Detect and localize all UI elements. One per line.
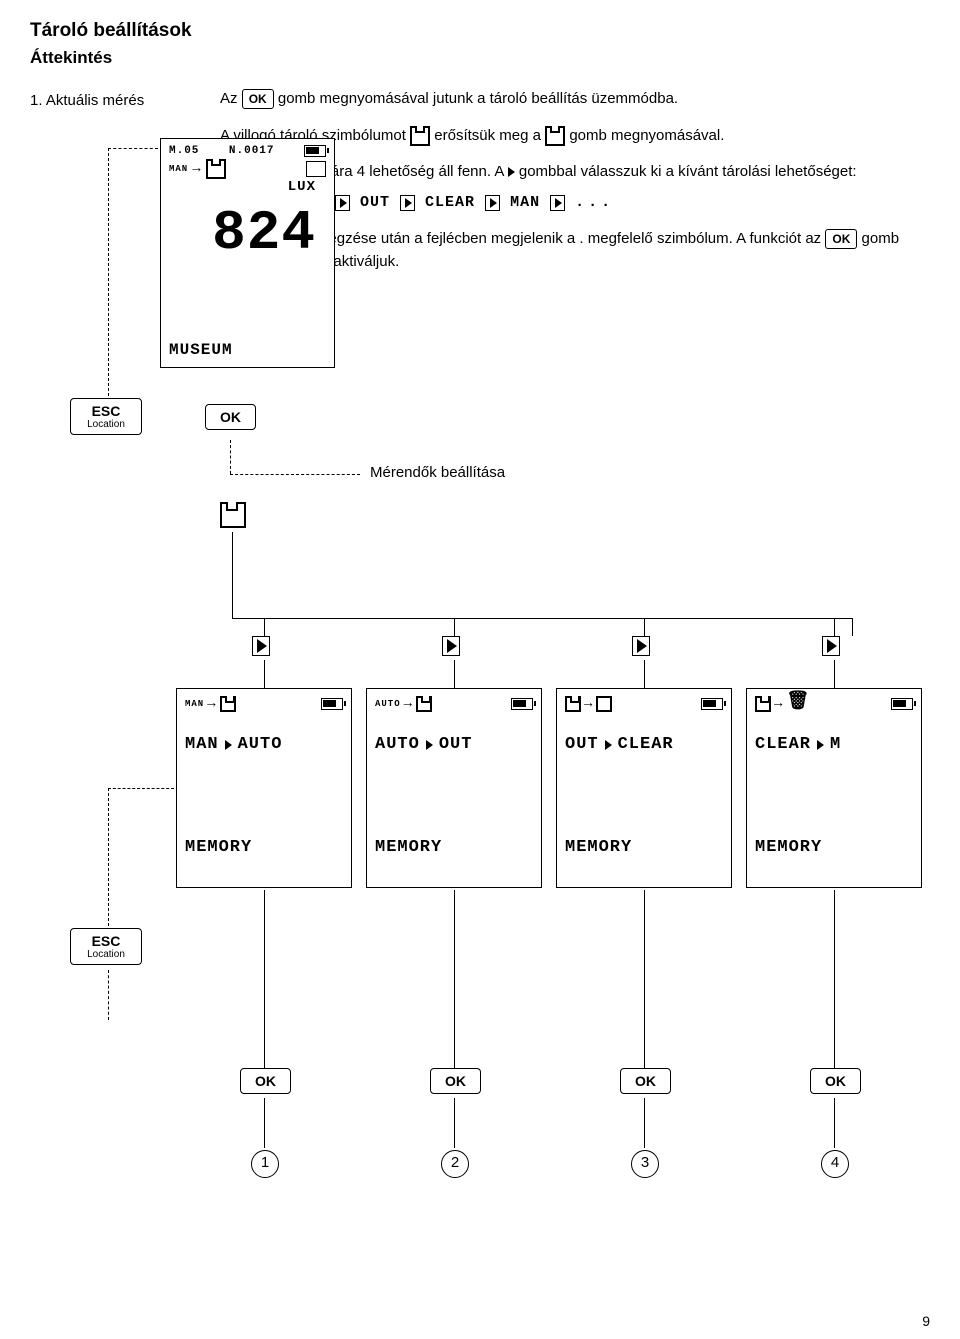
p2c: gomb megnyomásával. xyxy=(569,127,724,144)
mode-b: M xyxy=(830,735,841,754)
play-icon xyxy=(550,195,565,211)
ok-icon-inline-2: OK xyxy=(825,229,857,249)
save-icon-inline-1 xyxy=(410,126,430,146)
play-icon xyxy=(225,740,232,750)
esc-location-button[interactable]: ESC Location xyxy=(70,398,142,435)
print-icon xyxy=(306,161,326,177)
circle-4: 4 xyxy=(821,1150,849,1178)
page-title: Tároló beállítások xyxy=(30,20,930,42)
m-value: M.05 xyxy=(169,145,199,157)
tag: AUTO xyxy=(375,699,401,709)
play-branch-2[interactable] xyxy=(442,636,460,656)
mode-b: CLEAR xyxy=(618,735,674,754)
memory-label: MEMORY xyxy=(565,838,632,857)
mode-a: AUTO xyxy=(375,735,420,754)
play-branch-4[interactable] xyxy=(822,636,840,656)
mode-b: OUT xyxy=(439,735,473,754)
battery-icon xyxy=(304,145,326,157)
tag: MAN xyxy=(185,699,204,709)
measure-label: Mérendők beállítása xyxy=(370,464,505,481)
play-icon xyxy=(335,195,350,211)
arrow-icon: → xyxy=(774,696,783,712)
big-value: 824 xyxy=(169,205,326,261)
play-branch-3[interactable] xyxy=(632,636,650,656)
mode-b: AUTO xyxy=(238,735,283,754)
save-icon xyxy=(755,696,771,712)
battery-icon xyxy=(321,698,343,710)
arrow-icon: → xyxy=(404,696,413,712)
save-icon xyxy=(220,696,236,712)
play-branch-1[interactable] xyxy=(252,636,270,656)
save-icon xyxy=(565,696,581,712)
screen-man-auto: MAN → MAN AUTO MEMORY xyxy=(176,688,352,888)
n-value: N.0017 xyxy=(229,145,275,157)
ok-button-1[interactable]: OK xyxy=(240,1068,291,1094)
section-title: Áttekintés xyxy=(30,48,930,68)
screen-out-clear: → OUT CLEAR MEMORY xyxy=(556,688,732,888)
play-icon-inline xyxy=(508,167,515,177)
play-icon xyxy=(485,195,500,211)
ok-button-4[interactable]: OK xyxy=(810,1068,861,1094)
play-icon xyxy=(605,740,612,750)
location: MUSEUM xyxy=(169,341,233,359)
p1a: Az xyxy=(220,90,242,107)
save-icon xyxy=(206,159,226,179)
esc-location-button-2[interactable]: ESC Location xyxy=(70,928,142,965)
esc-label: ESC xyxy=(71,933,141,949)
memory-label: MEMORY xyxy=(755,838,822,857)
circle-2: 2 xyxy=(441,1150,469,1178)
screen-auto-out: AUTO → AUTO OUT MEMORY xyxy=(366,688,542,888)
save-icon xyxy=(416,696,432,712)
battery-icon xyxy=(511,698,533,710)
p1b: gomb megnyomásával jutunk a tároló beáll… xyxy=(278,90,678,107)
battery-icon xyxy=(891,698,913,710)
mode: MAN xyxy=(169,164,188,174)
page-number: 9 xyxy=(922,1313,930,1329)
arrow-icon: → xyxy=(207,696,216,712)
seq-out: OUT xyxy=(360,192,390,215)
step1-label: 1. Aktuális mérés xyxy=(30,88,220,109)
mode-a: CLEAR xyxy=(755,735,811,754)
blank-icon xyxy=(596,696,612,712)
mode-a: MAN xyxy=(185,735,219,754)
save-icon-inline-2 xyxy=(545,126,565,146)
play-icon xyxy=(817,740,824,750)
seq-clear: CLEAR xyxy=(425,192,475,215)
circle-1: 1 xyxy=(251,1150,279,1178)
ok-button-3[interactable]: OK xyxy=(620,1068,671,1094)
play-icon xyxy=(426,740,433,750)
unit: LUX xyxy=(169,179,326,195)
esc-sublabel: Location xyxy=(71,949,141,960)
arrow-icon: → xyxy=(192,161,201,177)
device-main-screen: M.05 N.0017 MAN → LUX 824 MUSEUM xyxy=(160,138,335,368)
seq-man2: MAN xyxy=(510,192,540,215)
mode-a: OUT xyxy=(565,735,599,754)
p3b: gombbal válasszuk ki a kívánt tárolási l… xyxy=(519,163,857,180)
screen-clear-m: → CLEAR M MEMORY xyxy=(746,688,922,888)
memory-label: MEMORY xyxy=(185,838,252,857)
arrow-icon: → xyxy=(584,696,593,712)
battery-icon xyxy=(701,698,723,710)
memory-label: MEMORY xyxy=(375,838,442,857)
trash-icon xyxy=(786,694,802,714)
play-icon xyxy=(400,195,415,211)
p2b: erősítsük meg a xyxy=(434,127,545,144)
esc-label: ESC xyxy=(71,403,141,419)
ok-button-top[interactable]: OK xyxy=(205,404,256,430)
esc-sublabel: Location xyxy=(71,419,141,430)
save-icon-large xyxy=(220,502,246,528)
ok-icon-inline-1: OK xyxy=(242,89,274,109)
circle-3: 3 xyxy=(631,1150,659,1178)
ok-button-2[interactable]: OK xyxy=(430,1068,481,1094)
seq-more: ... xyxy=(575,192,614,215)
